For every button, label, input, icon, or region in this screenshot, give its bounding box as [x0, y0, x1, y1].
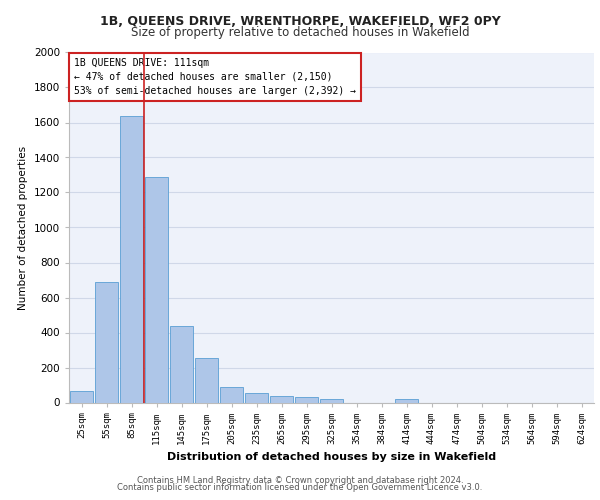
Bar: [395, 400, 418, 402]
X-axis label: Distribution of detached houses by size in Wakefield: Distribution of detached houses by size …: [167, 452, 496, 462]
Bar: [195, 358, 218, 403]
Text: Contains HM Land Registry data © Crown copyright and database right 2024.: Contains HM Land Registry data © Crown c…: [137, 476, 463, 485]
Bar: [120, 116, 143, 403]
Y-axis label: Number of detached properties: Number of detached properties: [18, 146, 28, 310]
Bar: [145, 177, 168, 402]
Text: Size of property relative to detached houses in Wakefield: Size of property relative to detached ho…: [131, 26, 469, 39]
Bar: [170, 326, 193, 402]
Text: 1B QUEENS DRIVE: 111sqm
← 47% of detached houses are smaller (2,150)
53% of semi: 1B QUEENS DRIVE: 111sqm ← 47% of detache…: [74, 58, 356, 96]
Text: Contains public sector information licensed under the Open Government Licence v3: Contains public sector information licen…: [118, 483, 482, 492]
Bar: [95, 282, 118, 403]
Bar: [245, 393, 268, 402]
Bar: [295, 397, 318, 402]
Bar: [270, 396, 293, 402]
Text: 1B, QUEENS DRIVE, WRENTHORPE, WAKEFIELD, WF2 0PY: 1B, QUEENS DRIVE, WRENTHORPE, WAKEFIELD,…: [100, 15, 500, 28]
Bar: [320, 400, 343, 402]
Bar: [220, 387, 243, 402]
Bar: [70, 391, 93, 402]
